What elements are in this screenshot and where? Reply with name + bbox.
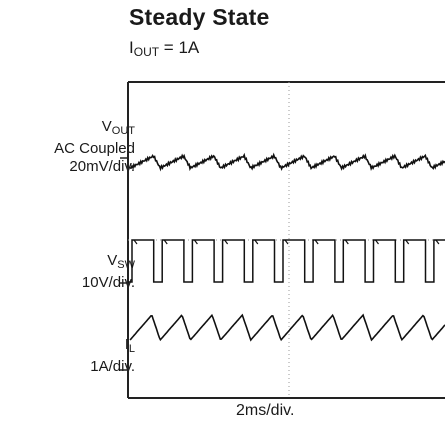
vout-channel-label: VOUT AC Coupled 20mV/div. bbox=[54, 118, 135, 176]
x-axis-label: 2ms/div. bbox=[236, 402, 295, 419]
vsw-edge-ringing bbox=[314, 239, 319, 245]
plot-traces bbox=[128, 152, 445, 342]
vsw-scale-label: 10V/div. bbox=[81, 274, 135, 291]
vsw-edge-ringing bbox=[193, 239, 198, 245]
vout-coupling-label: AC Coupled bbox=[54, 140, 135, 157]
vsw-edge-ringing bbox=[435, 239, 440, 245]
il-symbol: IL bbox=[124, 336, 135, 355]
vsw-edge-ringing bbox=[224, 239, 229, 245]
vsw-edge-ringing bbox=[405, 239, 410, 245]
vsw-channel-label: VSW 10V/div. bbox=[82, 252, 135, 292]
vsw-edge-ringing bbox=[133, 239, 138, 245]
vout-symbol: VOUT bbox=[101, 118, 135, 137]
vsw-edge-ringing bbox=[344, 239, 349, 245]
vsw-edge-ringing bbox=[375, 239, 379, 245]
vsw-edge-ringing bbox=[163, 239, 168, 245]
vout-trace bbox=[129, 152, 445, 172]
vsw-trace bbox=[128, 239, 445, 283]
chart-subtitle: IOUT = 1A bbox=[129, 38, 200, 59]
vsw-edge-ringing bbox=[284, 239, 289, 245]
vsw-edge-ringing bbox=[254, 239, 259, 245]
vout-scale-label: 20mV/div. bbox=[69, 158, 135, 175]
il-trace bbox=[129, 313, 445, 342]
chart-title: Steady State bbox=[129, 4, 270, 30]
vsw-symbol: VSW bbox=[107, 252, 135, 271]
